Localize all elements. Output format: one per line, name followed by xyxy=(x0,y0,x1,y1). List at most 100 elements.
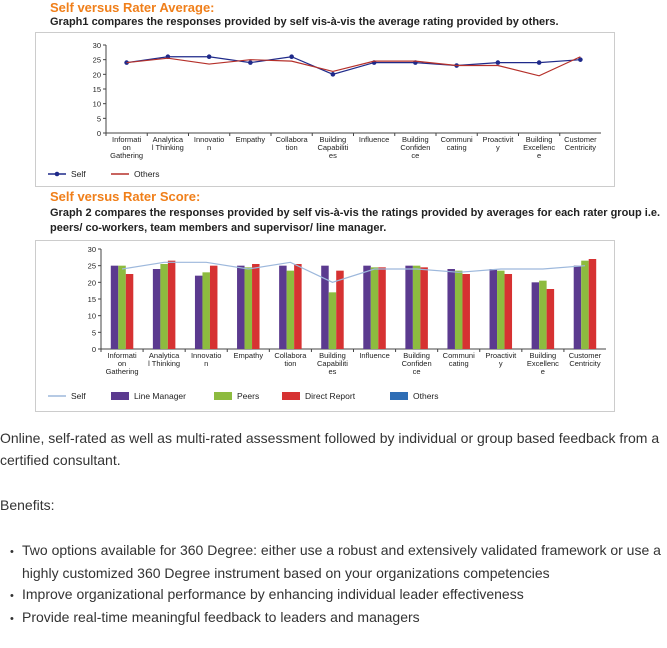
y-tick-label: 10 xyxy=(88,312,96,321)
bar xyxy=(539,280,547,349)
x-tick-label: Empathy xyxy=(236,135,266,144)
legend-label: Others xyxy=(413,391,439,401)
x-tick-label: Building Capabiliti es xyxy=(317,135,348,160)
bar xyxy=(152,269,161,349)
bullet: Two options available for 360 Degree: ei… xyxy=(4,540,667,584)
x-tick-label: Empathy xyxy=(233,351,263,360)
point xyxy=(330,72,336,77)
bar xyxy=(447,269,455,349)
bar xyxy=(420,267,428,349)
x-tick-label: Communi cating xyxy=(441,135,473,152)
bar xyxy=(209,265,218,349)
x-tick-label: Innovatio n xyxy=(191,351,221,368)
bullet: Improve organizational performance by en… xyxy=(4,584,667,607)
y-tick-label: 10 xyxy=(93,100,101,109)
bar xyxy=(336,270,344,349)
bar xyxy=(581,260,589,349)
x-tick-label: Informati on Gathering xyxy=(106,351,139,376)
x-tick-label: Building Excellenc e xyxy=(523,135,555,160)
bar xyxy=(370,267,379,349)
legend-label: Direct Report xyxy=(305,391,356,401)
bar xyxy=(279,265,287,349)
x-tick-label: Customer Centricity xyxy=(569,351,602,368)
legend-swatch xyxy=(214,392,232,400)
bar xyxy=(546,289,555,349)
bar xyxy=(328,292,337,349)
bar xyxy=(412,265,421,349)
bar xyxy=(405,265,413,349)
x-tick-label: Proactivit y xyxy=(485,351,517,368)
bullet-list: Two options available for 360 Degree: ei… xyxy=(4,540,667,630)
y-tick-label: 30 xyxy=(88,245,96,254)
x-tick-label: Collabora tion xyxy=(276,135,309,152)
bar xyxy=(378,267,386,349)
x-tick-label: Innovatio n xyxy=(194,135,224,152)
point xyxy=(289,54,294,60)
bar xyxy=(160,264,168,349)
chart: 0 5 10 15 20 25 30 Informati on Gathering Analytic… xyxy=(35,32,615,187)
x-tick-label: Building Confiden ce xyxy=(400,135,430,160)
bar xyxy=(497,270,505,349)
bar xyxy=(252,264,260,349)
legend-label: Line Manager xyxy=(134,391,186,401)
point xyxy=(206,54,212,60)
line xyxy=(121,261,586,283)
y-tick-label: 25 xyxy=(93,56,101,65)
line xyxy=(126,56,581,75)
bullet: Provide real-time meaningful feedback to… xyxy=(4,607,667,630)
bar xyxy=(363,265,371,349)
heading: Self versus Rater Average: xyxy=(50,0,215,15)
point xyxy=(578,57,583,62)
x-tick-label: Customer Centricity xyxy=(564,135,597,152)
bar xyxy=(125,274,134,349)
y-tick-label: 5 xyxy=(97,114,101,123)
x-tick-label: Communi cating xyxy=(443,351,475,368)
y-tick-label: 0 xyxy=(97,129,101,138)
bar xyxy=(588,259,597,349)
x-tick-label: Influence xyxy=(359,351,389,360)
paragraph: Online, self-rated as well as multi-rate… xyxy=(0,430,660,468)
bar xyxy=(286,270,295,349)
point xyxy=(495,60,501,65)
description: Graph1 compares the responses provided b… xyxy=(50,16,559,28)
bar xyxy=(462,274,470,349)
bar xyxy=(110,265,119,349)
bar xyxy=(321,265,329,349)
bar xyxy=(202,272,210,349)
bar xyxy=(194,275,203,349)
x-tick-label: Influence xyxy=(359,135,389,144)
legend-label: Others xyxy=(134,169,160,179)
x-tick-label: Proactivit y xyxy=(482,135,514,152)
point xyxy=(124,60,129,65)
legend-swatch xyxy=(282,392,300,400)
bar xyxy=(118,265,126,349)
bar xyxy=(531,282,540,349)
bar xyxy=(244,267,253,349)
benefits-heading: Benefits: xyxy=(0,497,55,513)
bar xyxy=(294,264,302,349)
y-tick-label: 25 xyxy=(88,262,96,271)
line xyxy=(126,56,581,77)
y-tick-label: 30 xyxy=(93,41,101,50)
y-tick-label: 20 xyxy=(88,278,96,287)
bar xyxy=(489,269,498,349)
x-tick-label: Building Confiden ce xyxy=(402,351,432,376)
bar xyxy=(167,260,176,349)
x-tick-label: Informati on Gathering xyxy=(110,135,143,160)
legend-label: Self xyxy=(71,169,86,179)
bar xyxy=(504,274,513,349)
point xyxy=(536,60,542,65)
y-tick-label: 0 xyxy=(92,345,96,354)
x-tick-label: Analytica l Thinking xyxy=(152,135,184,152)
y-tick-label: 15 xyxy=(88,295,96,304)
legend-label: Self xyxy=(71,391,86,401)
description: Graph 2 compares the responses provided … xyxy=(50,207,661,234)
y-tick-label: 20 xyxy=(93,70,101,79)
x-tick-label: Analytica l Thinking xyxy=(148,351,180,368)
legend-swatch xyxy=(390,392,408,400)
bar xyxy=(237,265,245,349)
heading: Self versus Rater Score: xyxy=(50,189,201,204)
x-tick-label: Collabora tion xyxy=(274,351,307,368)
y-tick-label: 5 xyxy=(92,328,96,337)
